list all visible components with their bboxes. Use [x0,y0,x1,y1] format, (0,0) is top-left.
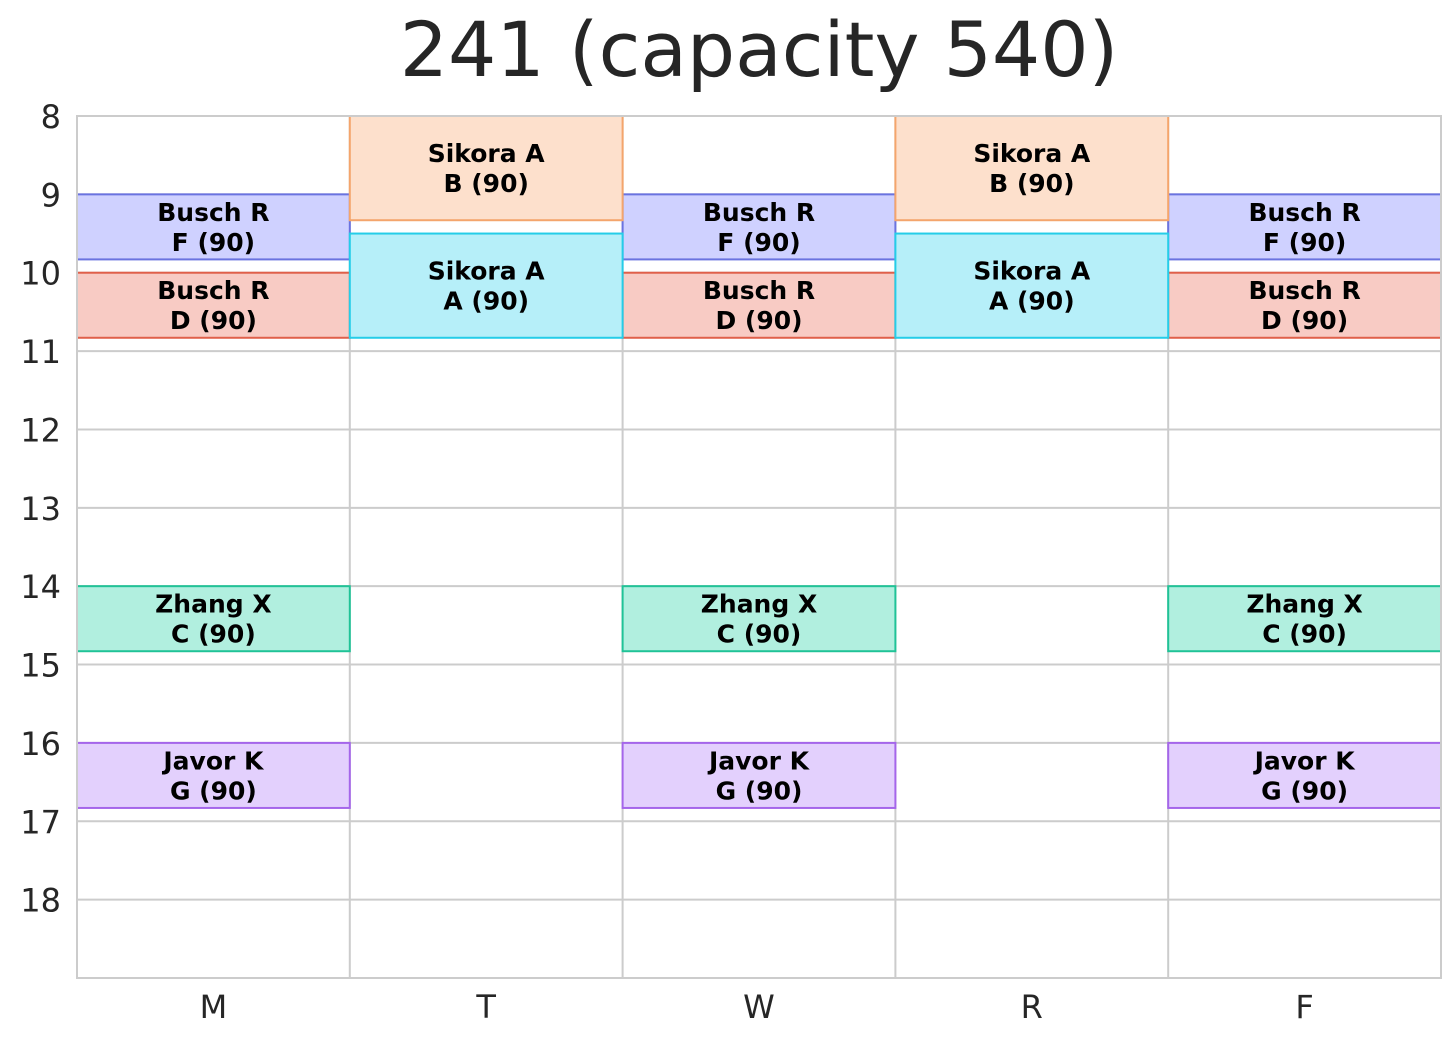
section-block: Javor KG (90) [76,741,351,809]
section-rect [894,232,1170,339]
section-rect [1167,193,1442,261]
y-tick-label: 12 [20,411,61,449]
section-instructor-label: Busch R [1248,276,1360,305]
x-tick-label: R [1021,988,1043,1026]
y-tick-label: 13 [20,490,61,528]
section-rect [621,741,897,809]
section-block: Busch RF (90) [1167,193,1442,261]
section-rect [1167,271,1442,339]
section-instructor-label: Javor K [161,746,265,775]
section-rect [76,741,351,809]
section-name-label: A (90) [989,287,1075,316]
section-block: Busch RD (90) [1167,271,1442,339]
section-name-label: C (90) [171,620,256,649]
section-blocks: Busch RF (90)Busch RF (90)Busch RF (90)B… [76,115,1442,809]
y-tick-label: 8 [41,98,61,136]
section-instructor-label: Sikora A [428,139,546,168]
section-instructor-label: Zhang X [1246,590,1362,619]
section-instructor-label: Busch R [157,198,269,227]
section-rect [76,271,351,339]
section-instructor-label: Busch R [703,198,815,227]
section-name-label: C (90) [1262,620,1347,649]
section-block: Busch RD (90) [76,271,351,339]
section-name-label: D (90) [1261,306,1348,335]
section-block: Javor KG (90) [1167,741,1442,809]
section-block: Sikora AB (90) [348,115,624,222]
section-instructor-label: Busch R [703,276,815,305]
section-name-label: A (90) [443,287,529,316]
section-name-label: G (90) [170,776,257,805]
section-instructor-label: Busch R [1248,198,1360,227]
section-block: Javor KG (90) [621,741,897,809]
section-block: Busch RF (90) [621,193,897,261]
x-tick-label: W [743,988,775,1026]
section-name-label: D (90) [170,306,257,335]
section-name-label: F (90) [172,228,255,257]
section-block: Zhang XC (90) [1167,585,1442,653]
y-tick-label: 18 [20,882,61,920]
section-name-label: B (90) [989,169,1074,198]
section-instructor-label: Busch R [157,276,269,305]
section-block: Zhang XC (90) [76,585,351,653]
section-block: Sikora AB (90) [894,115,1170,222]
y-tick-label: 15 [20,647,61,685]
section-name-label: D (90) [715,306,802,335]
section-name-label: F (90) [1263,228,1346,257]
section-rect [76,193,351,261]
y-tick-label: 10 [20,255,61,293]
y-tick-label: 14 [20,568,61,606]
section-rect [621,271,897,339]
section-instructor-label: Sikora A [973,139,1091,168]
section-block: Busch RD (90) [621,271,897,339]
section-name-label: F (90) [717,228,800,257]
section-rect [894,115,1170,222]
section-instructor-label: Javor K [1253,746,1357,775]
section-rect [621,585,897,653]
y-tick-label: 17 [20,803,61,841]
chart-title: 241 (capacity 540) [399,5,1119,94]
x-tick-label: M [200,988,228,1026]
section-rect [621,193,897,261]
y-tick-label: 9 [41,176,61,214]
section-instructor-label: Zhang X [701,590,817,619]
section-rect [76,585,351,653]
section-name-label: G (90) [716,776,803,805]
section-block: Sikora AA (90) [894,232,1170,339]
section-instructor-label: Sikora A [973,257,1091,286]
y-tick-label: 11 [20,333,61,371]
x-tick-label: T [475,988,496,1026]
y-tick-label: 16 [20,725,61,763]
section-block: Busch RF (90) [76,193,351,261]
section-instructor-label: Zhang X [155,590,271,619]
section-block: Zhang XC (90) [621,585,897,653]
section-rect [348,115,624,222]
section-rect [1167,585,1442,653]
section-name-label: B (90) [443,169,528,198]
section-instructor-label: Javor K [707,746,811,775]
section-rect [348,232,624,339]
axis-ticks: 8 9 10 11 12 13 14 15 16 17 18 M T W R F [20,98,1314,1026]
section-block: Sikora AA (90) [348,232,624,339]
plot-frame [76,115,1442,979]
section-name-label: C (90) [717,620,802,649]
section-instructor-label: Sikora A [428,257,546,286]
x-tick-label: F [1295,988,1313,1026]
section-name-label: G (90) [1261,776,1348,805]
